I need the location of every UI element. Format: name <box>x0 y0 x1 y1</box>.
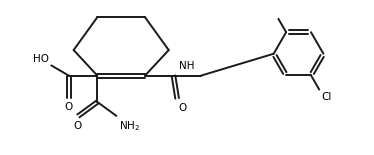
Text: O: O <box>74 121 82 131</box>
Text: NH$_2$: NH$_2$ <box>119 120 140 133</box>
Text: NH: NH <box>180 61 195 71</box>
Text: HO: HO <box>34 54 49 64</box>
Text: O: O <box>178 103 187 113</box>
Text: O: O <box>65 102 73 112</box>
Text: Cl: Cl <box>321 92 331 102</box>
